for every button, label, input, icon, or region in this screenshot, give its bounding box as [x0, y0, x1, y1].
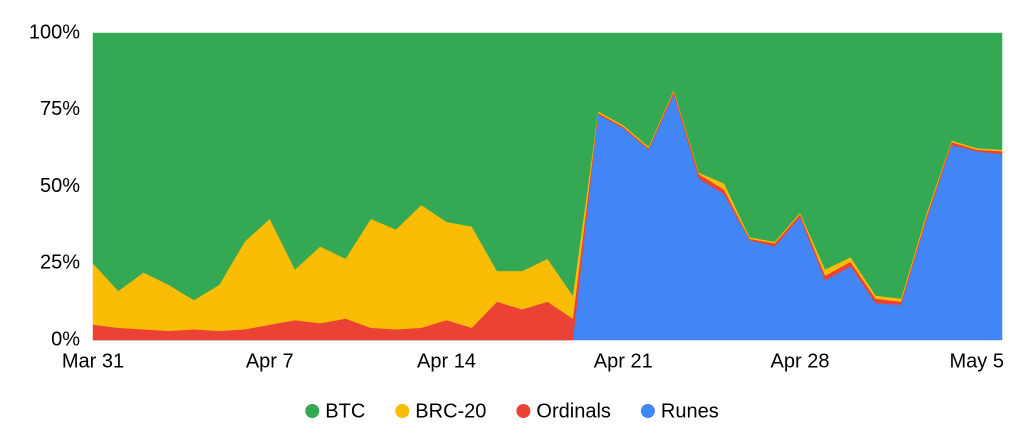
x-tick-label: Apr 14 — [417, 350, 476, 372]
y-tick-label: 75% — [40, 98, 80, 120]
x-tick-label: Mar 31 — [62, 350, 124, 372]
legend-label: BRC-20 — [415, 400, 486, 422]
legend-marker — [395, 404, 410, 418]
legend-marker — [516, 404, 531, 418]
legend-marker — [640, 404, 655, 418]
area — [92, 32, 1003, 301]
x-tick-label: Apr 7 — [246, 350, 294, 372]
legend-label: BTC — [325, 400, 365, 422]
legend-label: Runes — [661, 400, 719, 422]
x-tick-label: Apr 28 — [771, 350, 830, 372]
y-tick-label: 100% — [29, 21, 80, 43]
y-tick-label: 50% — [40, 175, 80, 197]
y-tick-label: 25% — [40, 252, 80, 274]
y-tick-label: 0% — [51, 328, 80, 350]
legend-label: Ordinals — [536, 400, 610, 422]
x-tick-label: Apr 21 — [594, 350, 653, 372]
legend-marker — [305, 404, 320, 418]
x-tick-label: May 5 — [950, 350, 1004, 372]
